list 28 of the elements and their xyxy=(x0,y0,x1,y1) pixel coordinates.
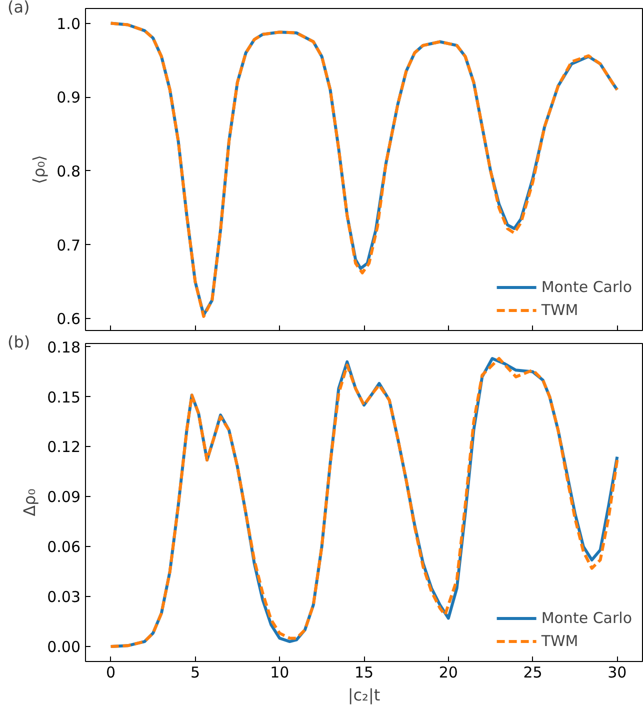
x-axis-title: |c₂|t xyxy=(348,686,380,704)
y-tick-label: 0.00 xyxy=(47,638,81,656)
y-tick-label: 0.15 xyxy=(47,388,81,406)
x-tick-label: 20 xyxy=(438,664,458,682)
x-tick-label: 25 xyxy=(523,664,542,682)
x-tick-label: 30 xyxy=(608,664,627,682)
x-tick-label: 10 xyxy=(270,664,290,682)
y-tick-label: 0.03 xyxy=(47,588,81,606)
text: (a) xyxy=(8,0,30,16)
legend-label: TWM xyxy=(541,301,578,319)
y-tick-label: 0.6 xyxy=(56,310,81,328)
y-tick-label: 1.0 xyxy=(56,14,81,33)
y-axis-title: ⟨ρ₀⟩ xyxy=(30,154,49,184)
legend-label: Monte Carlo xyxy=(541,278,632,296)
x-tick-label: 15 xyxy=(354,664,374,682)
y-axis-title: Δρ₀ xyxy=(20,488,40,516)
y-tick-label: 0.12 xyxy=(47,438,81,456)
y-tick-label: 0.18 xyxy=(47,338,81,356)
y-tick-label: 0.7 xyxy=(56,236,81,254)
y-tick-label: 0.06 xyxy=(47,538,81,556)
legend-label: TWM xyxy=(541,632,578,650)
legend-label: Monte Carlo xyxy=(541,609,632,627)
x-tick-label: 0 xyxy=(106,664,116,682)
y-tick-label: 0.09 xyxy=(47,488,81,506)
y-tick-label: 0.9 xyxy=(56,88,81,107)
y-tick-label: 0.8 xyxy=(56,162,81,180)
x-tick-label: 5 xyxy=(190,664,200,682)
text: (b) xyxy=(8,332,30,352)
